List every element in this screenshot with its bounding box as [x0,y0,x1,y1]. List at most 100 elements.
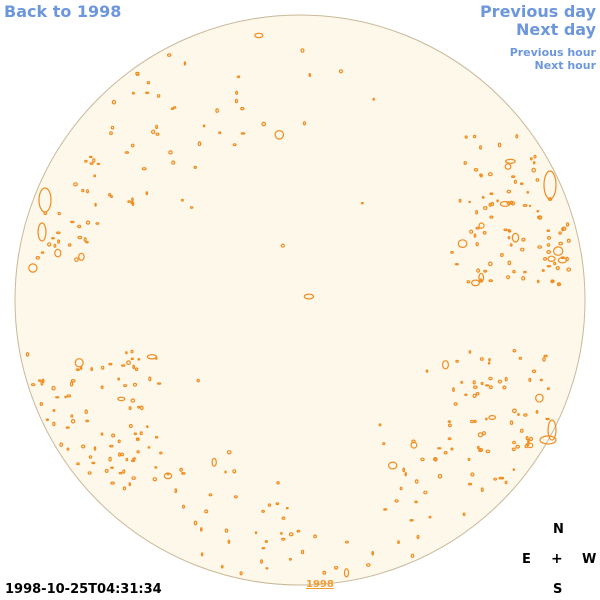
contour-mark [126,360,131,366]
contour-mark [136,450,140,454]
contour-mark [80,444,86,449]
contour-mark [499,200,511,207]
contour-mark [93,174,97,178]
contour-mark [25,352,30,357]
next-hour-link[interactable]: Next hour [534,59,597,72]
contour-mark [79,366,83,371]
contour-mark [475,210,479,215]
contour-mark [372,97,375,101]
contour-mark [132,457,137,460]
contour-mark [472,385,478,390]
contour-mark [497,142,502,148]
contour-mark [525,436,529,441]
contour-mark [543,354,548,358]
contour-mark [220,564,224,569]
contour-mark [122,486,127,491]
contour-mark [265,567,269,570]
contour-mark [447,423,452,428]
contour-mark [420,457,425,462]
contour-mark [480,487,484,493]
contour-mark [38,187,52,213]
previous-day-link[interactable]: Previous day [479,2,596,21]
contour-mark [467,457,471,461]
contour-mark [156,382,162,385]
contour-mark [470,472,475,477]
contour-mark [132,382,138,387]
contour-mark [152,477,158,482]
contour-mark [475,392,480,396]
contour-mark [267,503,272,507]
contour-mark [264,539,268,543]
contour-mark [470,419,475,424]
contour-mark [139,405,144,411]
contour-mark [288,557,292,561]
contour-mark [532,160,536,165]
contour-mark [39,402,44,407]
contour-mark [91,461,96,465]
contour-mark [57,239,61,244]
contour-mark [74,358,84,368]
contour-mark [130,349,134,354]
contour-mark [528,204,532,208]
contour-mark [128,406,132,411]
contour-mark [551,279,554,284]
contour-mark [566,267,572,272]
contour-mark [333,565,339,570]
contour-mark [485,449,491,454]
contour-mark [500,476,505,480]
contour-mark [464,135,468,139]
contour-mark [442,360,450,370]
contour-mark [70,220,75,224]
contour-mark [399,486,403,491]
contour-mark [85,419,90,423]
contour-mark [511,232,520,243]
contour-mark [482,231,487,235]
back-to-year-link[interactable]: Back to 1998 [4,2,122,21]
contour-mark [546,250,552,255]
contour-mark [493,477,498,481]
contour-mark [280,537,286,541]
contour-mark [261,121,267,127]
next-day-link[interactable]: Next day [516,20,596,39]
contour-mark [365,563,371,567]
contour-mark [85,189,89,194]
contour-mark [313,534,318,539]
contour-mark [515,444,521,449]
contour-mark [478,222,485,229]
contour-mark [338,69,343,74]
year-link[interactable]: 1998 [306,579,334,590]
contour-mark [147,446,151,449]
contour-mark [511,447,516,452]
contour-mark [168,150,173,155]
contour-mark [133,432,138,436]
contour-mark [512,408,517,414]
contour-mark [542,357,546,362]
contour-mark [296,529,301,533]
contour-mark [458,198,462,203]
contour-mark [236,75,241,79]
contour-mark [462,512,466,517]
contour-mark [110,481,115,485]
contour-mark [88,155,93,159]
contour-mark [447,437,452,441]
contour-mark [452,387,455,393]
contour-mark [528,436,534,442]
contour-mark [196,378,200,383]
contour-mark [215,108,219,113]
contour-mark [130,398,136,403]
contour-mark [479,145,483,150]
contour-mark [76,462,80,466]
contour-mark [479,357,484,361]
contour-mark [423,490,428,495]
contour-mark [87,471,92,475]
contour-mark [94,202,97,207]
contour-mark [488,357,491,362]
contour-mark [122,384,128,388]
previous-hour-link[interactable]: Previous hour [509,46,596,59]
contour-mark [131,476,137,481]
contour-mark [110,125,115,130]
contour-mark [131,91,135,95]
contour-mark [125,457,129,462]
contour-mark [111,99,117,105]
contour-mark [100,385,104,390]
